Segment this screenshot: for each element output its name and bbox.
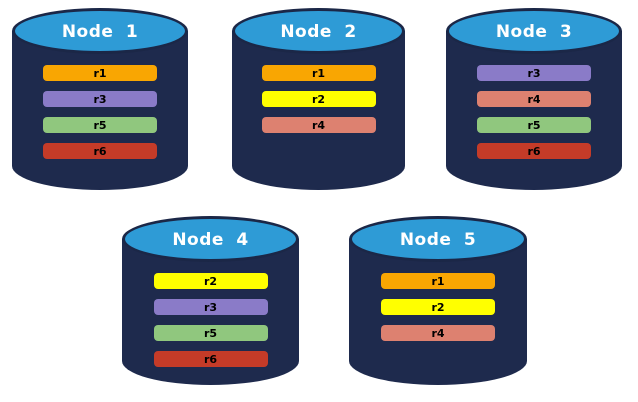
replica-label: r2: [431, 300, 445, 314]
node-label: Node 3: [495, 21, 573, 42]
replica-list: r1 r2 r4: [261, 65, 376, 133]
replica-label: r5: [527, 118, 541, 132]
cylinder-body: [12, 31, 188, 190]
replica-bar-r6: r6: [477, 143, 591, 159]
replica-label: r3: [93, 92, 107, 106]
replica-label: r1: [431, 274, 445, 288]
replica-label: r2: [311, 92, 326, 106]
replica-label: r1: [311, 66, 326, 80]
replica-bar-r2: r2: [381, 299, 495, 315]
replica-bar-r6: r6: [43, 143, 157, 159]
replica-bar-r4: r4: [261, 117, 376, 133]
replica-bar-r2: r2: [153, 273, 268, 289]
replica-label: r6: [93, 144, 107, 158]
replica-list: r1 r3 r5 r6: [43, 65, 157, 159]
replica-label: r1: [93, 66, 107, 80]
replica-list: r1 r2 r4: [381, 273, 495, 341]
cylinder-top: Node 1: [12, 8, 188, 54]
replica-label: r4: [431, 326, 445, 340]
node-cylinder: Node 3 r3 r4 r5 r6: [446, 8, 622, 190]
replica-label: r4: [311, 118, 326, 132]
replica-label: r5: [203, 326, 218, 340]
replica-bar-r1: r1: [381, 273, 495, 289]
replica-bar-r5: r5: [43, 117, 157, 133]
replica-label: r6: [203, 352, 218, 366]
cylinder-top: Node 4: [122, 216, 299, 262]
replica-label: r6: [527, 144, 541, 158]
replica-bar-r3: r3: [43, 91, 157, 107]
cylinder-top: Node 2: [232, 8, 405, 54]
node-cylinder: Node 4 r2 r3 r5 r6: [122, 216, 299, 385]
replica-bar-r3: r3: [477, 65, 591, 81]
replica-label: r3: [203, 300, 218, 314]
cylinder-top: Node 5: [349, 216, 527, 262]
node-cylinder: Node 5 r1 r2 r4: [349, 216, 527, 385]
replica-bar-r3: r3: [153, 299, 268, 315]
replica-bar-r5: r5: [477, 117, 591, 133]
replica-label: r4: [527, 92, 541, 106]
replica-bar-r1: r1: [261, 65, 376, 81]
replica-label: r3: [527, 66, 541, 80]
replica-bar-r4: r4: [477, 91, 591, 107]
node-cylinder: Node 2 r1 r2 r4: [232, 8, 405, 190]
node-label: Node 4: [172, 229, 249, 250]
replica-bar-r2: r2: [261, 91, 376, 107]
node-label: Node 1: [61, 21, 139, 42]
cylinder-body: [232, 31, 405, 190]
cylinder-top: Node 3: [446, 8, 622, 54]
replica-bar-r6: r6: [153, 351, 268, 367]
replica-list: r2 r3 r5 r6: [153, 273, 268, 367]
node-label: Node 2: [280, 21, 357, 42]
replica-list: r3 r4 r5 r6: [477, 65, 591, 159]
replica-bar-r4: r4: [381, 325, 495, 341]
node-label: Node 5: [399, 229, 477, 250]
node-cylinder: Node 1 r1 r3 r5 r6: [12, 8, 188, 190]
replica-label: r2: [203, 274, 218, 288]
replica-bar-r1: r1: [43, 65, 157, 81]
replica-label: r5: [93, 118, 107, 132]
replica-bar-r5: r5: [153, 325, 268, 341]
cylinder-body: [446, 31, 622, 190]
